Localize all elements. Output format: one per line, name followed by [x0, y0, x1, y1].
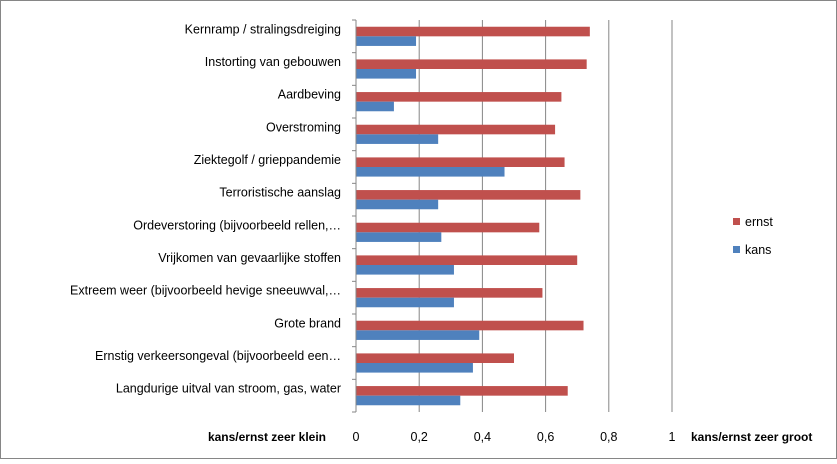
bar-kans — [356, 36, 417, 46]
legend: ernst kans — [733, 215, 773, 257]
legend-swatch-kans — [733, 246, 740, 253]
x-tick-label: 0,2 — [411, 430, 428, 444]
legend-swatch-ernst — [733, 218, 740, 225]
category-label: Grote brand — [274, 316, 341, 330]
bar-kans — [356, 265, 454, 275]
category-label: Instorting van gebouwen — [205, 55, 341, 69]
bar-ernst — [356, 124, 556, 135]
bar-kans — [356, 232, 442, 242]
bar-kans — [356, 395, 461, 406]
x-axis-left-label: kans/ernst zeer klein — [208, 430, 326, 444]
bar-ernst — [356, 26, 590, 37]
category-label: Ernstig verkeersongeval (bijvoorbeeld ee… — [95, 349, 341, 363]
bar-ernst — [356, 288, 543, 298]
bar-kans — [356, 134, 439, 144]
bar-ernst — [356, 353, 514, 363]
bar-ernst — [356, 222, 540, 233]
x-tick-label: 0,8 — [600, 430, 617, 444]
category-labels: Kernramp / stralingsdreiging Instorting v… — [70, 22, 341, 395]
category-label: Extreem weer (bijvoorbeeld hevige sneeuw… — [70, 284, 341, 298]
category-label: Ordeverstoring (bijvoorbeeld rellen,… — [133, 218, 341, 232]
bar-kans — [356, 330, 480, 340]
bar-ernst — [356, 255, 578, 265]
category-label: Langdurige uitval van stroom, gas, water — [116, 382, 341, 396]
x-tick-label: 0 — [353, 430, 360, 444]
tick-labels: kans/ernst zeer klein kans/ernst zeer gr… — [208, 430, 812, 444]
axes — [352, 19, 357, 413]
x-tick-label: 0,4 — [474, 430, 491, 444]
category-label: Terroristische aanslag — [219, 186, 341, 200]
x-tick-label: 1 — [669, 430, 676, 444]
bar-kans — [356, 167, 505, 177]
category-label: Overstroming — [266, 120, 341, 134]
bar-kans — [356, 363, 473, 373]
category-label: Kernramp / stralingsdreiging — [185, 22, 341, 36]
bar-ernst — [356, 157, 565, 167]
legend-label: ernst — [745, 215, 773, 229]
category-label: Aardbeving — [278, 88, 341, 102]
grid-lines — [418, 20, 673, 412]
category-label: Ziektegolf / grieppandemie — [194, 153, 341, 167]
bar-ernst — [356, 386, 568, 396]
bar-ernst — [356, 320, 584, 331]
x-tick-label: 0,6 — [537, 430, 554, 444]
bars — [356, 26, 590, 406]
bar-kans — [356, 199, 439, 210]
x-axis-right-label: kans/ernst zeer groot — [691, 430, 812, 444]
bar-ernst — [356, 190, 581, 200]
bar-kans — [356, 101, 394, 112]
bar-ernst — [356, 59, 587, 69]
bar-kans — [356, 297, 454, 308]
legend-label: kans — [745, 243, 771, 257]
bar-ernst — [356, 92, 562, 102]
category-label: Vrijkomen van gevaarlijke stoffen — [158, 251, 341, 265]
bar-kans — [356, 69, 417, 79]
